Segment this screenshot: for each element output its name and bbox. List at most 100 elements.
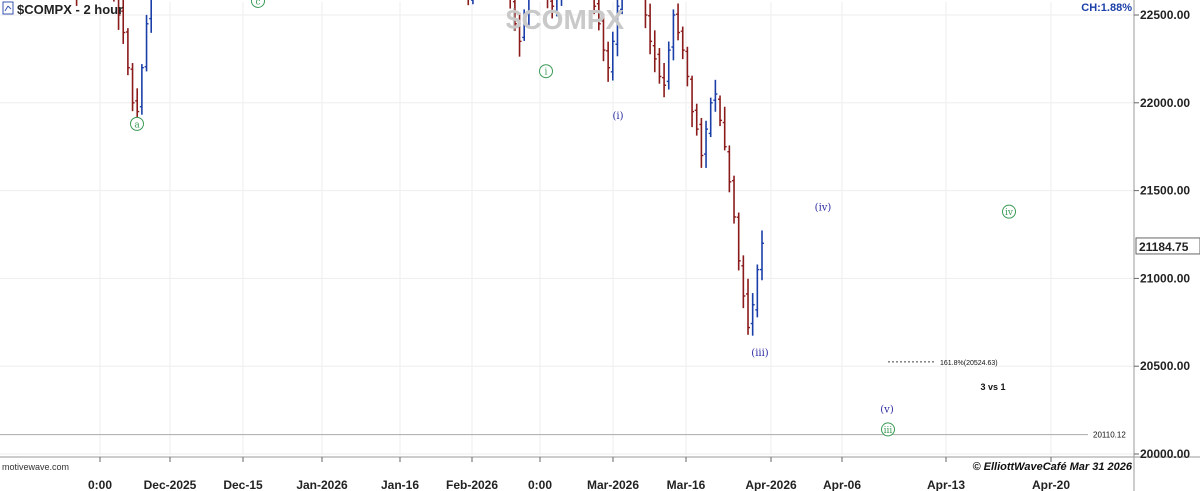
candle — [746, 278, 751, 335]
candle — [708, 97, 713, 138]
candle — [662, 63, 667, 98]
wave-circle — [251, 0, 265, 8]
wave-text: iii — [884, 426, 893, 436]
candle — [509, 0, 512, 9]
wave-circle — [1002, 204, 1016, 219]
candle — [130, 63, 135, 112]
wave-label: a — [130, 116, 144, 131]
ref-label-fib: 161.8%(20524.63) — [940, 360, 998, 367]
x-tick-label: Feb-2026 — [446, 478, 498, 491]
wave-circle — [130, 116, 144, 131]
x-tick-label: Mar-2026 — [587, 478, 639, 491]
candle — [610, 31, 615, 81]
x-tick-label: Jan-16 — [381, 478, 419, 491]
wave-label: (v) — [880, 404, 894, 415]
wave-text: a — [134, 120, 140, 130]
x-tick-label: 0:00 — [88, 478, 112, 491]
candle — [606, 41, 611, 82]
candle — [732, 175, 737, 224]
candle — [601, 14, 606, 62]
reference-lines: Oct 25th 2025 Top: 24019.99Jan 28th top:… — [0, 360, 1126, 440]
wave-label: (iii) — [751, 348, 768, 359]
wave-label: (iv) — [815, 202, 832, 213]
candle — [512, 0, 517, 32]
candle — [671, 9, 676, 61]
projection-label: 3 vs 1 — [980, 382, 1005, 392]
footer-copyright: © ElliottWaveCafé Mar 31 2026 — [972, 461, 1132, 473]
wave-text: (v) — [880, 404, 894, 415]
wave-text: iv — [1005, 208, 1014, 218]
candles — [75, 0, 764, 336]
wave-text: i — [545, 68, 548, 78]
candle — [694, 103, 699, 136]
candle — [144, 14, 149, 72]
candle — [593, 0, 597, 15]
wave-text: (i) — [612, 111, 623, 122]
candle — [727, 145, 732, 193]
candle — [526, 0, 530, 26]
candle — [596, 0, 601, 31]
candle — [75, 0, 78, 6]
x-tick-label: Dec-2025 — [144, 478, 197, 491]
candle — [685, 46, 690, 87]
candle — [741, 255, 746, 309]
change-readout: CH:1.88% — [1081, 2, 1132, 14]
wave-label: (i) — [612, 111, 623, 122]
candle — [652, 30, 657, 73]
y-tick-label: 22500.00 — [1140, 8, 1190, 22]
wave-circle — [881, 422, 895, 437]
symbol-icon — [2, 1, 14, 15]
candle — [615, 0, 620, 57]
candle — [680, 26, 685, 60]
candle — [135, 88, 140, 119]
candle — [117, 0, 121, 30]
y-tick-label: 21500.00 — [1140, 184, 1190, 198]
candle — [690, 75, 695, 128]
wave-circle — [539, 64, 553, 79]
candle — [666, 41, 671, 90]
wave-label: iii — [881, 422, 895, 437]
candle — [517, 12, 522, 57]
watermark: $COMPX — [506, 4, 625, 35]
symbol-title[interactable]: $COMPX - 2 hour — [17, 2, 123, 17]
candle — [657, 48, 662, 84]
candle — [139, 64, 144, 115]
candle — [713, 79, 718, 112]
last-price-box — [1135, 237, 1200, 255]
candle — [554, 0, 558, 17]
candle — [676, 3, 681, 41]
wave-label: iv — [1002, 204, 1016, 219]
x-tick-label: 0:00 — [528, 478, 552, 491]
wave-label: i — [539, 64, 553, 79]
candle — [620, 0, 623, 15]
x-tick-label: Apr-20 — [1032, 478, 1070, 491]
y-tick-label: 21000.00 — [1140, 271, 1190, 285]
y-tick-label: 20000.00 — [1140, 447, 1190, 461]
candle — [755, 264, 760, 318]
candle — [736, 212, 741, 271]
x-tick-label: Mar-16 — [667, 478, 706, 491]
candle — [760, 230, 764, 281]
last-price-label: 21184.75 — [1139, 240, 1189, 254]
x-tick-label: Apr-06 — [823, 478, 861, 491]
y-tick-label: 20500.00 — [1140, 359, 1190, 373]
candle — [722, 106, 727, 151]
grid — [0, 2, 1134, 455]
ref-label-support: 20110.12 — [1093, 431, 1126, 440]
candle — [121, 0, 126, 44]
wave-label: c — [251, 0, 265, 8]
wave-labels: 3vabcde4(1)5iii(i)(ii)(iii)(iv)iv(v)iii — [130, 0, 1016, 437]
wave-text: (iii) — [751, 348, 768, 359]
wave-text: (iv) — [815, 202, 832, 213]
candle — [699, 117, 704, 168]
x-tick-label: Apr-2026 — [745, 478, 797, 491]
y-tick-label: 22000.00 — [1140, 96, 1190, 110]
candle — [648, 3, 653, 55]
candle — [522, 9, 527, 41]
candle — [718, 95, 723, 127]
candle — [550, 0, 555, 19]
wave-text: c — [255, 0, 260, 7]
